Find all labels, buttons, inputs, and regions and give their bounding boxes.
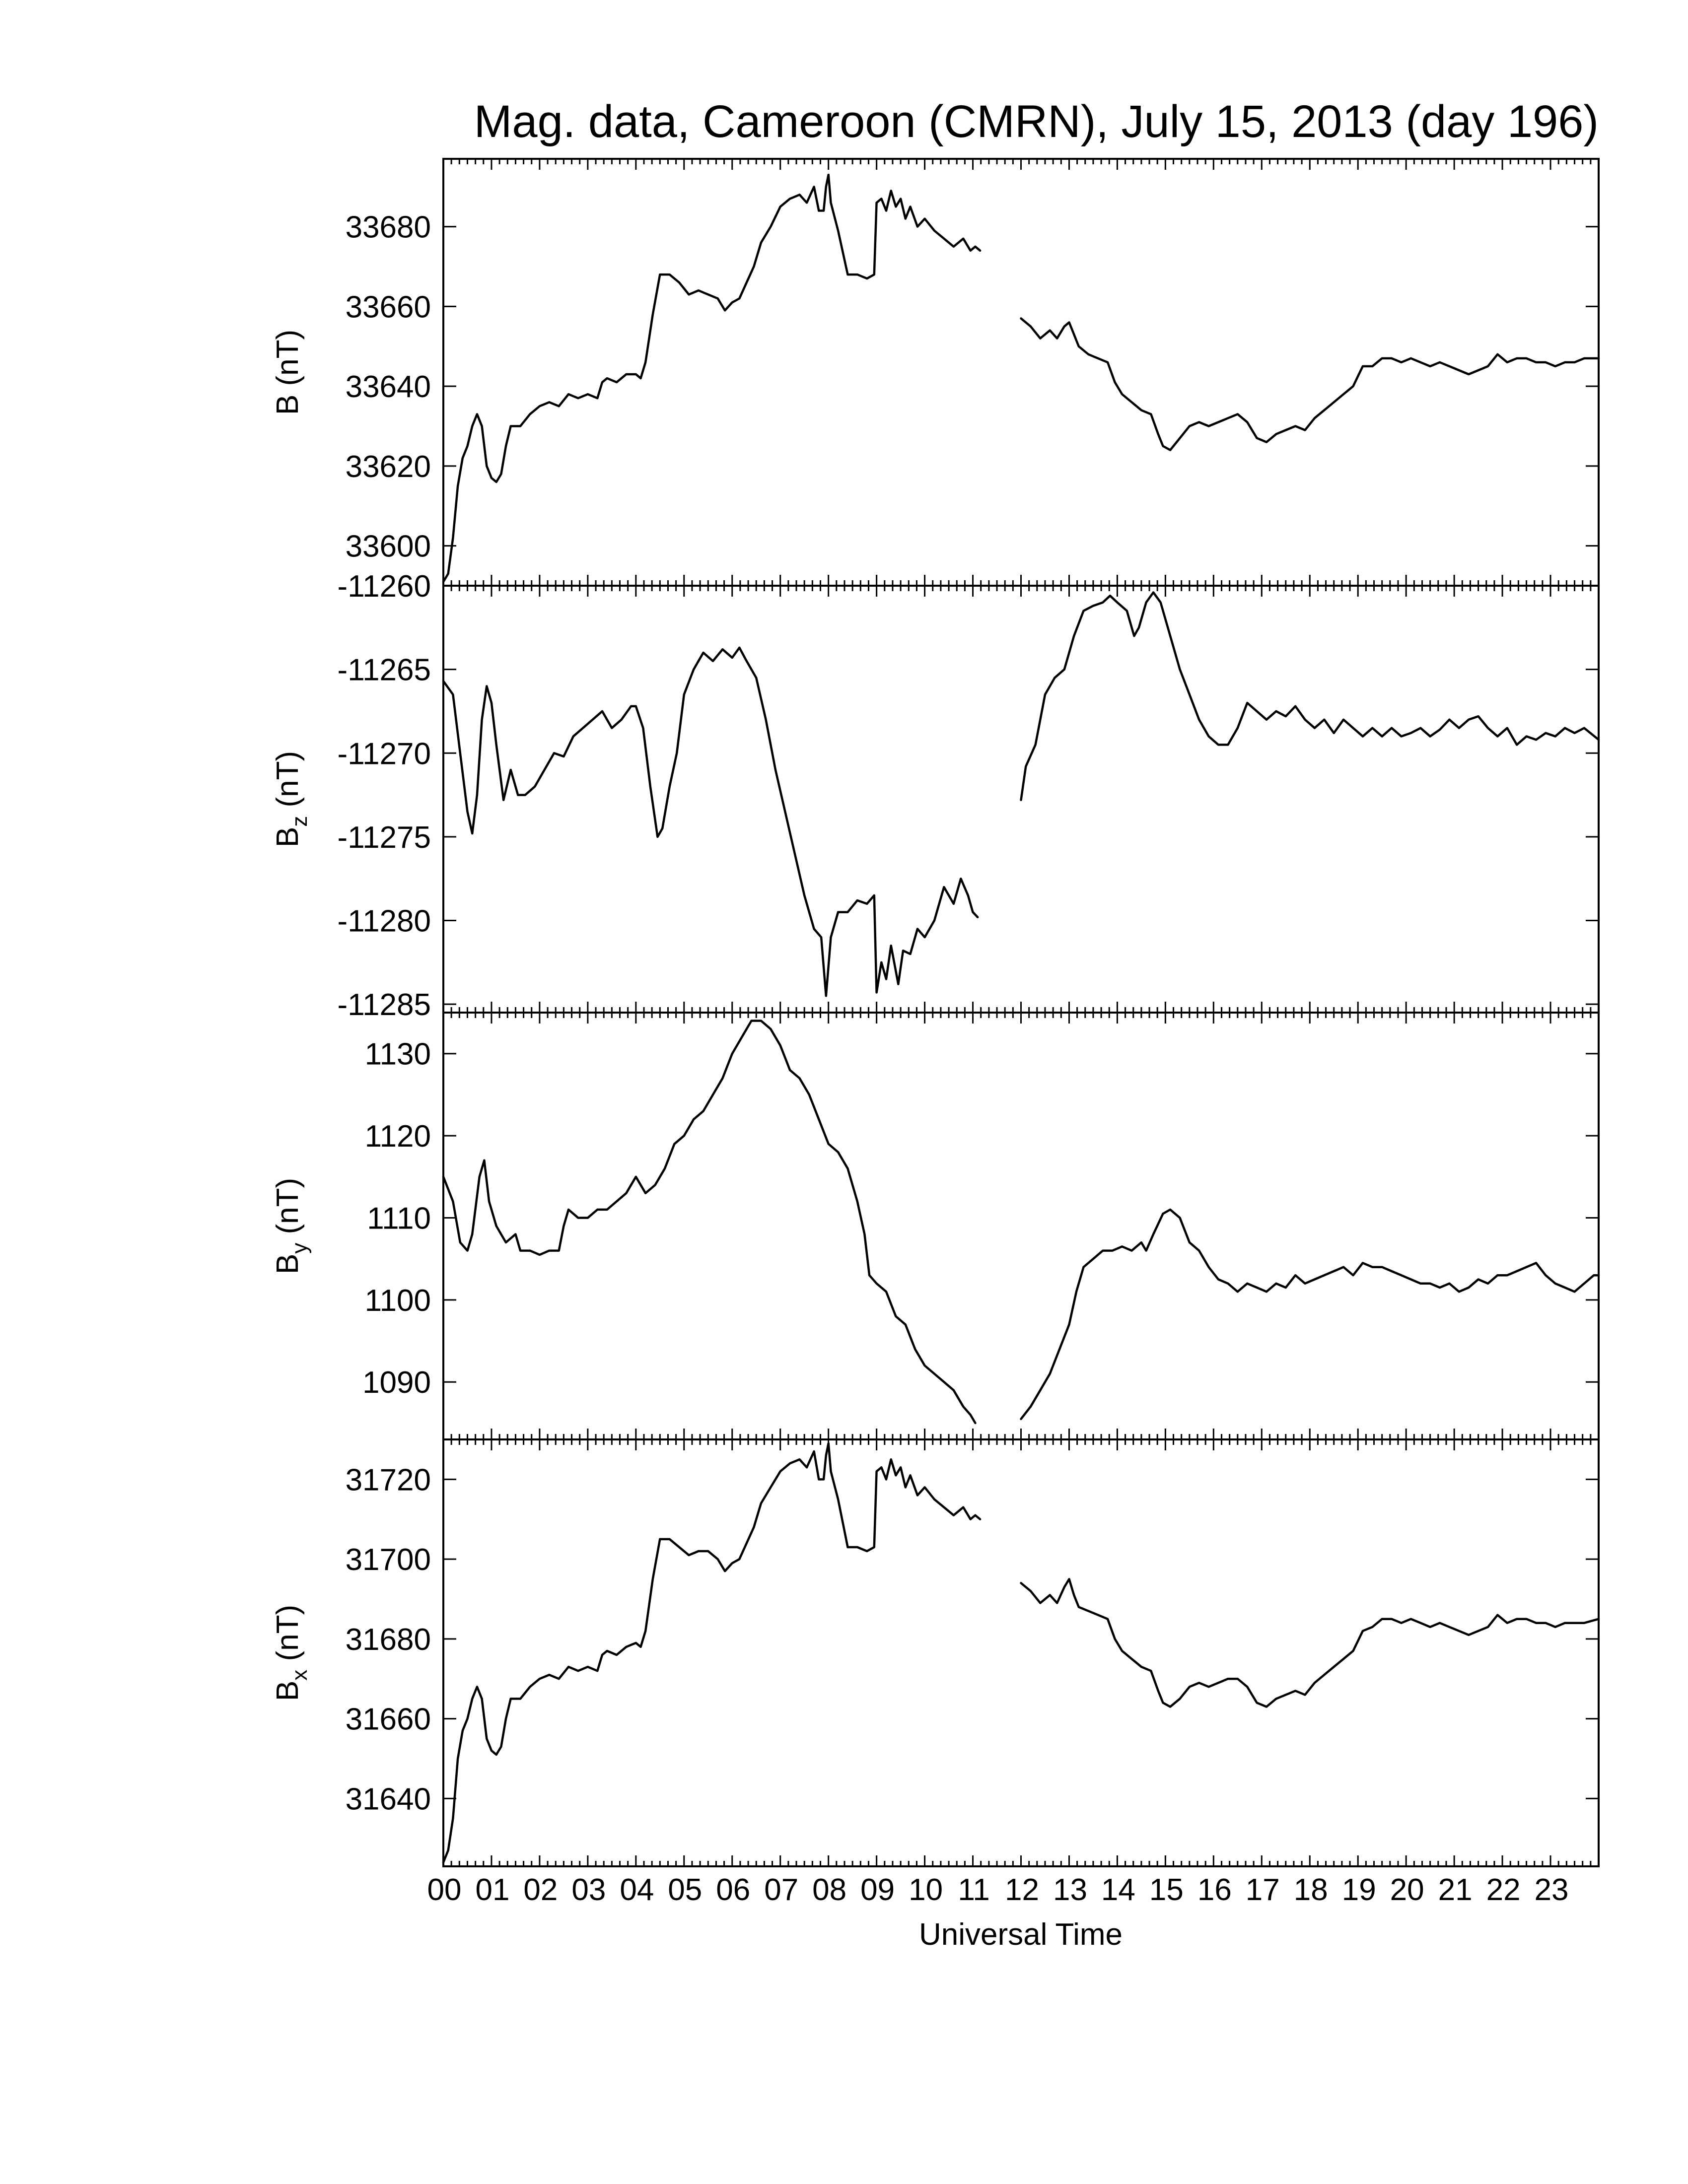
- x-tick-label: 01: [475, 1873, 509, 1907]
- y-axis-label-unit: (nT): [271, 330, 305, 395]
- x-tick-label: 21: [1438, 1873, 1473, 1907]
- x-tick-label: 06: [716, 1873, 750, 1907]
- y-axis-label-main: B: [271, 1681, 305, 1701]
- x-tick-label: 15: [1149, 1873, 1184, 1907]
- y-axis-label-subscript: x: [287, 1670, 312, 1681]
- y-tick-label: 33600: [346, 530, 431, 564]
- y-axis-label: B (nT): [271, 330, 305, 415]
- y-tick-label: 31660: [346, 1703, 431, 1737]
- y-axis-label: By (nT): [271, 1178, 312, 1274]
- x-tick-label: 17: [1246, 1873, 1280, 1907]
- y-axis-label-unit: (nT): [271, 751, 305, 816]
- panel-frame: [442, 1438, 1600, 1867]
- x-tick-label: 20: [1390, 1873, 1424, 1907]
- series-line-Bx: [442, 1442, 982, 1864]
- y-axis-label-subscript: y: [287, 1243, 312, 1254]
- y-axis-label-main: B: [271, 1254, 305, 1274]
- panel-Bz: -11285 -11280 -11275 -11270 -11265 -11260 Bz (…: [271, 569, 1600, 1022]
- x-tick-label: 03: [571, 1873, 606, 1907]
- x-tick-label: 04: [620, 1873, 654, 1907]
- series-line-Bz: [1020, 591, 1600, 801]
- panel-B: 33600 33620 33640 33660 33680 B (nT): [271, 158, 1600, 587]
- y-tick-label: 33660: [346, 290, 431, 324]
- x-tick-label: 00: [427, 1873, 462, 1907]
- y-tick-label: -11280: [338, 904, 431, 939]
- y-axis-label-main: B: [271, 395, 305, 415]
- y-tick-label: -11285: [338, 988, 431, 1022]
- y-tick-label: -11275: [338, 820, 431, 855]
- y-tick-label: 1130: [365, 1037, 431, 1072]
- x-tick-label: 13: [1053, 1873, 1087, 1907]
- y-axis-label-unit: (nT): [271, 1605, 305, 1670]
- y-axis-label: Bx (nT): [271, 1605, 312, 1701]
- chart-title: Mag. data, Cameroon (CMRN), July 15, 201…: [474, 96, 1599, 147]
- series-line-Bz: [442, 646, 979, 997]
- x-tick-labels: 00 01 02 03 04 05 06 07 08 09 10 11 12 13 14 15 16 17 18 19…: [427, 1873, 1569, 1907]
- y-tick-label: 31680: [346, 1623, 431, 1657]
- y-tick-label: -11260: [338, 569, 431, 604]
- x-tick-label: 02: [523, 1873, 558, 1907]
- y-axis-label-main: B: [271, 827, 305, 847]
- y-tick-label: 1090: [362, 1365, 431, 1400]
- y-tick-label: 33680: [346, 210, 431, 245]
- x-tick-label: 14: [1101, 1873, 1135, 1907]
- x-tick-label: 23: [1535, 1873, 1569, 1907]
- y-tick-label: -11265: [338, 653, 431, 687]
- x-tick-label: 10: [909, 1873, 943, 1907]
- series-line-Bx: [1020, 1578, 1600, 1708]
- series-line-B: [1020, 317, 1600, 451]
- x-tick-label: 08: [812, 1873, 846, 1907]
- y-tick-label: 33620: [346, 450, 431, 484]
- x-tick-label: 09: [860, 1873, 895, 1907]
- y-tick-label: 31640: [346, 1782, 431, 1816]
- series-line-B: [442, 173, 982, 583]
- panel-By: 1090 1100 1110 1120 1130 By (nT): [271, 1012, 1600, 1440]
- x-tick-label: 22: [1486, 1873, 1521, 1907]
- y-tick-label: 33640: [346, 370, 431, 404]
- x-tick-label: 18: [1294, 1873, 1328, 1907]
- x-tick-label: 05: [668, 1873, 702, 1907]
- x-axis-label: Universal Time: [919, 1917, 1123, 1952]
- panel-frame: [442, 1012, 1600, 1440]
- y-tick-label: 1100: [365, 1284, 431, 1318]
- y-tick-label: 31700: [346, 1543, 431, 1577]
- y-tick-label: 1110: [367, 1201, 431, 1235]
- panel-Bx: 31640 31660 31680 31700 31720 Bx (nT): [271, 1438, 1600, 1867]
- y-axis-label-unit: (nT): [271, 1178, 305, 1243]
- y-tick-label: 1120: [365, 1119, 431, 1154]
- y-axis-label-subscript: z: [287, 816, 312, 827]
- x-tick-label: 12: [1005, 1873, 1039, 1907]
- x-tick-label: 19: [1342, 1873, 1376, 1907]
- panel-frame: [442, 158, 1600, 587]
- series-line-By: [442, 1020, 977, 1425]
- y-tick-label: 31720: [346, 1463, 431, 1497]
- series-line-By: [1020, 1208, 1600, 1420]
- x-tick-label: 11: [958, 1873, 989, 1907]
- y-tick-label: -11270: [338, 737, 431, 771]
- x-tick-label: 16: [1197, 1873, 1232, 1907]
- y-axis-label: Bz (nT): [271, 751, 312, 847]
- x-tick-label: 07: [764, 1873, 798, 1907]
